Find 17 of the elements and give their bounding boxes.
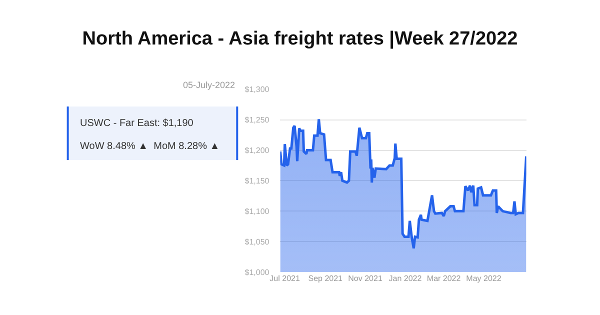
x-tick-label: Nov 2021 [348, 274, 383, 284]
text: USWC - Far East: $1,190 [80, 118, 194, 129]
text: WoW 8.48% ▲ MoM 8.28% ▲ [80, 141, 220, 152]
y-tick-label: $1,000 [244, 268, 270, 277]
y-tick-label: $1,200 [244, 146, 270, 156]
x-tick-label: Mar 2022 [426, 274, 462, 284]
text: 05-July-2022 [183, 80, 236, 90]
y-tick-label: $1,050 [244, 237, 270, 246]
y-tick-label: $1,300 [244, 85, 270, 94]
y-tick-label: $1,100 [244, 206, 270, 216]
y-tick-label: $1,250 [244, 116, 270, 125]
y-tick-label: $1,150 [244, 176, 270, 186]
x-tick-label: Jul 2021 [270, 274, 300, 284]
chart-title: North America - Asia freight rates |Week 27/2022 [82, 28, 518, 50]
x-tick-label: Jan 2022 [388, 274, 422, 284]
x-tick-label: Sep 2021 [308, 274, 344, 284]
x-tick-label: May 2022 [466, 274, 502, 284]
